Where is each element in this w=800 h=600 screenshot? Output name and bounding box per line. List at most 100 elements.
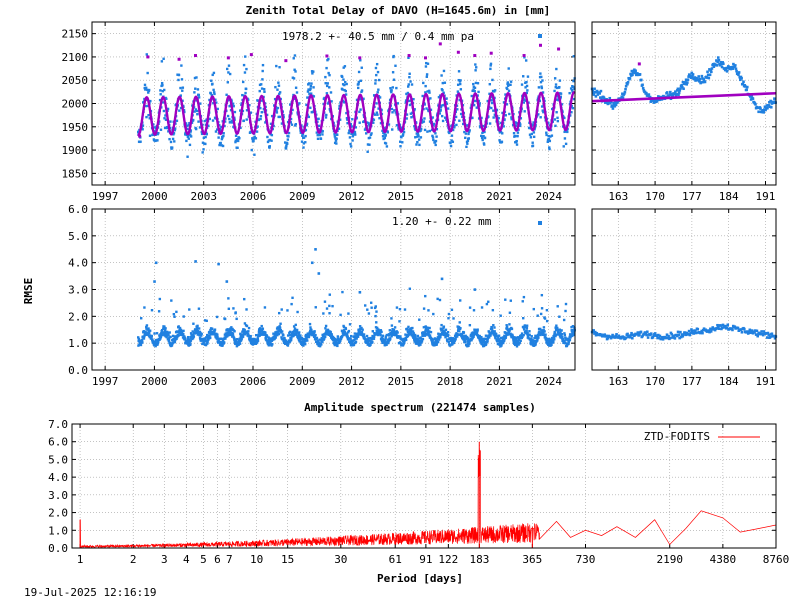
ztd-data-point bbox=[163, 126, 167, 130]
rmse-data-point bbox=[505, 332, 508, 335]
rmse-data-point bbox=[216, 335, 219, 339]
rmse-data-point bbox=[471, 337, 474, 340]
ztd-data-point bbox=[554, 124, 557, 128]
ztd-data-point bbox=[423, 103, 426, 106]
ztd-data-point bbox=[426, 62, 430, 65]
ztd-data-point bbox=[306, 96, 309, 99]
rmse-data-point bbox=[534, 342, 537, 346]
rmse-data-point bbox=[489, 334, 492, 337]
rmse-recent-data-point bbox=[753, 331, 756, 334]
rmse-data-point bbox=[378, 332, 382, 336]
ztd-data-point bbox=[348, 136, 352, 139]
rmse-x-tick-label: 2021 bbox=[486, 375, 513, 388]
rmse-data-point bbox=[488, 330, 491, 334]
ztd-data-point bbox=[153, 130, 157, 133]
ztd-data-point bbox=[395, 86, 398, 90]
rmse-recent-data-point bbox=[748, 328, 752, 332]
ztd-data-point bbox=[260, 111, 264, 114]
rmse-data-point bbox=[370, 337, 374, 341]
rmse-recent-x-tick-label: 177 bbox=[682, 375, 702, 388]
rmse-data-point bbox=[428, 326, 431, 330]
ztd-data-point bbox=[443, 81, 447, 84]
ztd-data-point bbox=[448, 131, 451, 135]
ztd-data-point bbox=[257, 99, 260, 102]
ztd-recent-data-point bbox=[631, 71, 635, 74]
rmse-recent-data-point bbox=[613, 336, 617, 339]
ztd-data-point bbox=[395, 124, 399, 127]
ztd-recent-data-point bbox=[716, 60, 719, 64]
ztd-data-point bbox=[315, 117, 319, 121]
ztd-data-point bbox=[445, 102, 449, 105]
rmse-data-point bbox=[314, 333, 317, 337]
rmse-data-point bbox=[261, 327, 265, 330]
rmse-data-point bbox=[502, 341, 505, 345]
rmse-recent-data-point bbox=[638, 333, 641, 337]
ztd-data-point bbox=[228, 72, 232, 76]
ztd-data-point bbox=[549, 135, 552, 138]
ztd-recent-data-point bbox=[749, 98, 753, 101]
ztd-data-point bbox=[453, 126, 456, 129]
ztd-recent-data-point bbox=[642, 89, 646, 92]
rmse-data-point bbox=[372, 335, 376, 338]
ztd-data-point bbox=[524, 86, 527, 89]
rmse-data-point bbox=[277, 331, 280, 335]
ztd-x-tick-label: 2018 bbox=[437, 190, 464, 203]
ztd-data-point bbox=[417, 135, 420, 138]
ztd-data-point bbox=[408, 72, 411, 75]
ztd-data-point bbox=[262, 88, 266, 91]
rmse-data-point bbox=[299, 341, 303, 344]
ztd-recent-data-point bbox=[598, 92, 601, 95]
rmse-data-point bbox=[241, 334, 245, 337]
ztd-data-point bbox=[146, 88, 149, 92]
ztd-data-point bbox=[431, 134, 434, 138]
ztd-data-point bbox=[328, 73, 331, 77]
rmse-data-point bbox=[437, 338, 441, 341]
ztd-data-point bbox=[222, 134, 225, 138]
rmse-data-point bbox=[298, 331, 301, 334]
rmse-data-point bbox=[311, 333, 314, 337]
rmse-data-point bbox=[486, 339, 489, 343]
ztd-data-point bbox=[458, 98, 461, 102]
ztd-data-point bbox=[342, 101, 346, 104]
ztd-data-point bbox=[427, 109, 430, 113]
ztd-data-point bbox=[391, 86, 395, 89]
rmse-data-point bbox=[463, 340, 467, 343]
ztd-data-point bbox=[169, 140, 173, 144]
rmse-data-point bbox=[550, 343, 553, 347]
rmse-data-point bbox=[415, 337, 419, 340]
rmse-recent-data-point bbox=[615, 333, 618, 336]
ztd-data-point bbox=[163, 117, 166, 120]
ztd-data-point bbox=[233, 110, 237, 114]
ztd-data-point bbox=[376, 70, 380, 74]
rmse-recent-data-point bbox=[761, 333, 765, 337]
ztd-data-point bbox=[144, 86, 148, 90]
rmse-x-tick-label: 2009 bbox=[289, 375, 316, 388]
ztd-data-point bbox=[193, 110, 196, 113]
ztd-recent-outlier-point bbox=[637, 62, 641, 66]
ztd-data-point bbox=[234, 140, 237, 144]
ztd-data-point bbox=[492, 109, 495, 112]
ztd-data-point bbox=[548, 147, 551, 151]
ztd-x-tick-label: 1997 bbox=[92, 190, 119, 203]
ztd-data-point bbox=[265, 113, 269, 117]
rmse-data-point bbox=[271, 343, 274, 346]
rmse-recent-data-point bbox=[746, 332, 750, 335]
ztd-data-point bbox=[316, 133, 319, 137]
ztd-data-point bbox=[392, 54, 395, 58]
rmse-data-point bbox=[554, 326, 557, 329]
rmse-recent-data-point bbox=[664, 336, 668, 340]
rmse-data-point bbox=[560, 329, 563, 332]
rmse-recent-data-point bbox=[657, 336, 661, 340]
rmse-data-point bbox=[517, 343, 520, 346]
rmse-data-point bbox=[324, 331, 328, 335]
rmse-data-point bbox=[371, 330, 374, 333]
rmse-data-point bbox=[205, 319, 208, 323]
rmse-data-point bbox=[177, 334, 180, 337]
rmse-data-point bbox=[353, 332, 357, 335]
ztd-data-point bbox=[434, 132, 437, 135]
rmse-data-point bbox=[569, 336, 572, 339]
rmse-data-point bbox=[229, 333, 233, 336]
ztd-data-point bbox=[563, 130, 566, 134]
rmse-data-point bbox=[525, 324, 529, 327]
ztd-recent-data-point bbox=[655, 100, 659, 103]
